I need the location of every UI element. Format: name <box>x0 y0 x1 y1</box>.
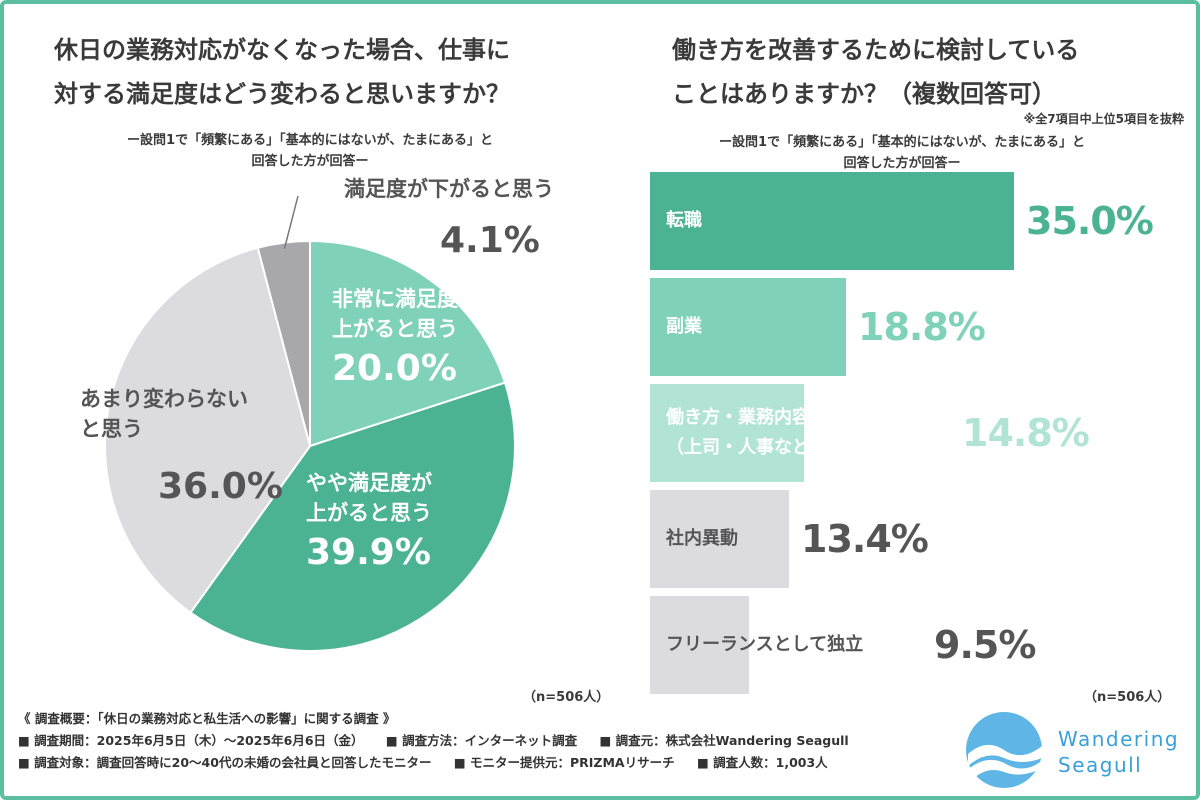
footer-method: ■ 調査方法：インターネット調査 <box>385 733 578 748</box>
bar-1 <box>650 172 1014 270</box>
bar-row-1: 転職 35.0% <box>650 172 1190 270</box>
bar-value-3: 14.8% <box>962 411 1090 455</box>
pie-note-line1: ー設問1で「頻繁にある」「基本的にはないが、たまにある」と <box>127 133 493 148</box>
bar-2 <box>650 278 846 376</box>
pie-slice-2-value: 39.9% <box>306 532 431 573</box>
pie-slice-2 <box>189 381 516 652</box>
bar-label-3-line-2: （上司・人事など） <box>666 437 828 458</box>
bar-value-2: 18.8% <box>858 305 986 349</box>
bar-row-3: 働き方・業務内容の相談 （上司・人事など） 14.8% <box>650 384 1190 482</box>
bar-value-1: 35.0% <box>1026 199 1154 243</box>
bar-row-2: 副業 18.8% <box>650 278 1190 376</box>
bar-label-1: 転職 <box>666 172 702 270</box>
pie-slice-3-value: 36.0% <box>158 466 283 507</box>
pie-slice-3-label-line-2: と思う <box>80 417 143 441</box>
footer-row-2: ■ 調査対象：調査回答時に20〜40代の未婚の会社員と回答したモニター ■ モニ… <box>18 752 938 774</box>
bar-label-2: 副業 <box>666 278 702 376</box>
pie-label-4: 満足度が下がると思う 4.1% <box>344 177 554 261</box>
bar-chart-note: ー設問1で「頻繁にある」「基本的にはないが、たまにある」と 回答した方が回答ー <box>672 132 1132 174</box>
pie-chart-title: 休日の業務対応がなくなった場合、仕事に 対する満足度はどう変わると思いますか？ <box>54 28 614 116</box>
bar-3 <box>650 384 804 482</box>
footer-count: ■ 調査人数：1,003人 <box>696 755 828 770</box>
pie-slice-1-label-line-1: 非常に満足度が <box>332 287 479 311</box>
logo-line1: Wandering <box>1058 727 1180 751</box>
bar-value-5: 9.5% <box>934 623 1036 667</box>
bar-title-line2: ことはありますか？（複数回答可） <box>672 80 1056 108</box>
survey-footer: 《 調査概要：「休日の業務対応と私生活への影響」に関する調査 》 ■ 調査期間：… <box>18 708 938 774</box>
bar-label-5: フリーランスとして独立 <box>666 596 863 694</box>
pie-slice-3 <box>104 246 312 614</box>
pie-slice-1-label-line-2: 上がると思う <box>332 317 458 341</box>
pie-slice-1 <box>309 239 507 448</box>
pie-title-line2: 対する満足度はどう変わると思いますか？ <box>54 80 510 108</box>
bar-title-line1: 働き方を改善するために検討している <box>672 36 1080 64</box>
bar-label-1-line-1: 転職 <box>666 210 702 231</box>
pie-slice-2-label-line-2: 上がると思う <box>306 501 432 525</box>
pie-note-line2: 回答した方が回答ー <box>251 154 369 169</box>
footer-target: ■ 調査対象：調査回答時に20〜40代の未婚の会社員と回答したモニター <box>18 755 432 770</box>
bar-label-4: 社内異動 <box>666 490 738 588</box>
bar-sample-size: （n=506人） <box>1084 690 1171 705</box>
bar-note-line2: 回答した方が回答ー <box>843 156 961 171</box>
bar-label-2-line-1: 副業 <box>666 316 702 337</box>
footer-source: ■ 調査元：株式会社Wandering Seagull <box>599 733 849 748</box>
bar-label-3: 働き方・業務内容の相談 （上司・人事など） <box>666 384 864 482</box>
bar-value-4: 13.4% <box>801 517 929 561</box>
bar-label-4-line-1: 社内異動 <box>666 528 738 549</box>
pie-slice-3-label-line-1: あまり変わらない <box>80 387 248 411</box>
bar-4 <box>650 490 789 588</box>
pie-slice-4-label-line-1: 満足度が下がると思う <box>344 177 554 201</box>
bar-row-5: フリーランスとして独立 9.5% <box>650 596 1190 694</box>
pie-slice-4 <box>256 239 311 447</box>
bar-label-5-line-1: フリーランスとして独立 <box>666 634 864 655</box>
pie-sample-size: （n=506人） <box>523 690 610 705</box>
pie-slice-2-label-line-1: やや満足度が <box>306 471 432 495</box>
footer-heading: 《 調査概要：「休日の業務対応と私生活への影響」に関する調査 》 <box>18 711 396 726</box>
logo-line2: Seagull <box>1058 753 1143 777</box>
pie-slice-4-value: 4.1% <box>440 220 540 261</box>
bar-chart-aside: ※全7項目中上位5項目を抜粋 <box>1023 112 1184 126</box>
bar-chart-title: 働き方を改善するために検討している ことはありますか？（複数回答可） <box>672 28 1172 116</box>
pie-leader-line <box>283 195 299 249</box>
bar-label-3-line-1: 働き方・業務内容の相談 <box>666 407 864 428</box>
footer-row-1: ■ 調査期間：2025年6月5日（木）〜2025年6月6日（金） ■ 調査方法：… <box>18 730 938 752</box>
bar-chart: 転職 35.0% 副業 18.8% 働き方・業務内容の相談 （上司・人事など） 14.8% 社… <box>650 172 1190 694</box>
pie-slice-1-value: 20.0% <box>332 348 457 389</box>
footer-provider: ■ モニター提供元：PRIZMAリサーチ <box>453 755 675 770</box>
wave-logo-icon <box>966 712 1042 788</box>
company-logo: Wandering Seagull <box>960 708 1190 792</box>
bar-note-line1: ー設問1で「頻繁にある」「基本的にはないが、たまにある」と <box>719 135 1085 150</box>
logo-text: Wandering Seagull <box>1058 726 1179 778</box>
footer-period: ■ 調査期間：2025年6月5日（木）〜2025年6月6日（金） <box>18 733 364 748</box>
bar-5 <box>650 596 749 694</box>
pie-title-line1: 休日の業務対応がなくなった場合、仕事に <box>54 36 510 64</box>
bar-row-4: 社内異動 13.4% <box>650 490 1190 588</box>
pie-chart-note: ー設問1で「頻繁にある」「基本的にはないが、たまにある」と 回答した方が回答ー <box>80 130 540 172</box>
